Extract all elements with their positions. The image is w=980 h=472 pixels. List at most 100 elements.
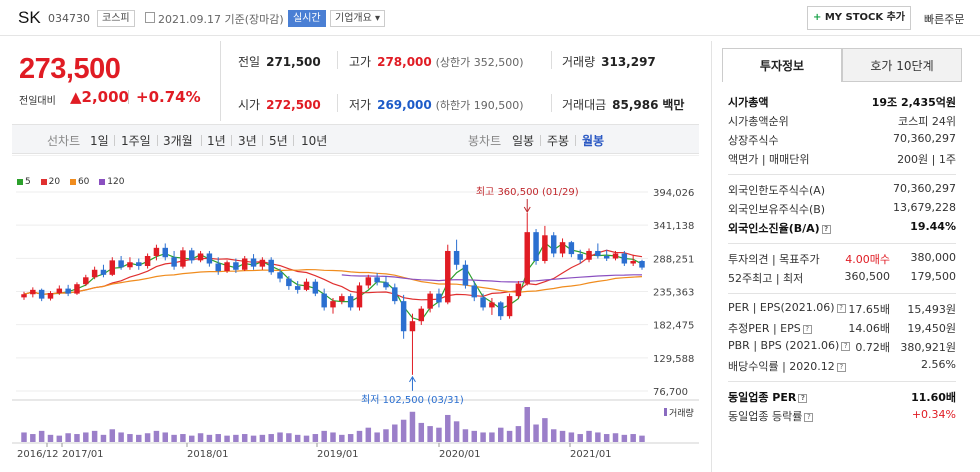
candle-body (83, 277, 89, 285)
info-key: 시가총액순위 (728, 115, 789, 128)
candle-body (595, 250, 601, 256)
divider (551, 51, 552, 69)
volume-bar (347, 434, 354, 442)
company-info-dropdown[interactable]: 기업개요 ▾ (330, 10, 385, 27)
price-stats: 전일 271,500 고가 278,000 (상한가 352,500) 거래량 313… (221, 41, 699, 121)
period-1y[interactable]: 1년 (207, 134, 226, 148)
volume-bar (65, 433, 71, 442)
volume-bar (400, 419, 407, 442)
x-tick-label: 2020/01 (439, 449, 481, 460)
help-icon[interactable]: ? (802, 324, 812, 334)
lower-limit: (하한가 190,500) (435, 99, 524, 112)
candle-body (630, 260, 636, 264)
legend-swatch (17, 178, 23, 185)
tab-order-book[interactable]: 호가 10단계 (842, 48, 962, 82)
volume-bar (383, 429, 389, 442)
candle-body (206, 253, 213, 264)
candle-body (621, 253, 628, 264)
info-value: 코스피 24위 (898, 115, 956, 128)
candle-body (506, 296, 513, 317)
candle-body (533, 232, 539, 261)
divider (293, 135, 294, 146)
quick-order-link[interactable]: 빠른주문 (924, 13, 965, 26)
volume-bar (153, 430, 160, 442)
ma20-line (23, 249, 643, 301)
candle-monthly[interactable]: 월봉 (582, 134, 605, 148)
candle-body (109, 260, 116, 275)
candle-body (559, 242, 566, 254)
info-value: 19.44% (910, 220, 956, 233)
candle-body (471, 285, 477, 298)
volume-bar (118, 432, 124, 442)
period-3m[interactable]: 3개월 (163, 134, 193, 148)
candle-body (100, 269, 107, 275)
divider (540, 135, 541, 146)
volume-bar (577, 434, 583, 442)
line-chart-label: 선차트 (47, 134, 81, 148)
candle-body (639, 260, 645, 268)
candle-chart-label: 봉차트 (468, 134, 502, 148)
info-value-secondary: 19,450원 (907, 322, 956, 335)
volume-bar (136, 434, 142, 442)
info-value: 2.56% (921, 358, 956, 371)
info-row-e-1: 동일업종 등락률? +0.34% (728, 408, 956, 424)
period-3y[interactable]: 3년 (238, 134, 257, 148)
stat-value: 269,000 (377, 98, 432, 112)
candle-body (436, 293, 442, 303)
period-1w[interactable]: 1주일 (121, 134, 151, 148)
divider (728, 293, 956, 294)
info-value-secondary: 380,921원 (900, 341, 956, 354)
amount-unit: 백만 (662, 98, 685, 112)
help-icon[interactable]: ? (821, 224, 831, 234)
help-icon[interactable]: ? (798, 393, 808, 403)
period-5y[interactable]: 5년 (269, 134, 288, 148)
help-icon[interactable]: ? (836, 362, 846, 372)
volume-bar (436, 427, 442, 442)
candle-body (312, 281, 319, 294)
candle-body (162, 247, 168, 258)
add-mystock-button[interactable]: + MY STOCK 추가 (807, 6, 911, 30)
volume-bar (533, 424, 539, 442)
stock-code: 034730 (48, 12, 90, 25)
live-badge[interactable]: 실시간 (288, 10, 326, 27)
candle-body (400, 301, 407, 332)
info-key: 외국인보유주식수(B) (728, 203, 826, 216)
period-1d[interactable]: 1일 (90, 134, 109, 148)
stock-chart[interactable]: 394,026 341,138 288,251 235,363 182,475 129,5… (12, 155, 699, 472)
info-value-primary: 17.65배 (848, 303, 890, 316)
info-row-e-0: 동일업종 PER? 11.60배 (728, 389, 956, 405)
candle-body (74, 284, 80, 294)
info-value-secondary: 380,000 (910, 251, 957, 264)
candle-weekly[interactable]: 주봉 (547, 134, 570, 148)
volume-bar (392, 424, 398, 442)
help-icon[interactable]: ? (841, 341, 851, 351)
info-row-a-1: 시가총액순위 코스피 24위 (728, 113, 956, 129)
divider (728, 381, 956, 382)
help-icon[interactable]: ? (836, 303, 846, 313)
tab-investment-info[interactable]: 투자정보 (722, 48, 842, 82)
candle-body (224, 262, 230, 272)
y-tick-label: 394,026 (653, 188, 694, 199)
candle-body (347, 296, 354, 308)
candle-daily[interactable]: 일봉 (512, 134, 535, 148)
stat-value: 271,500 (266, 55, 321, 69)
volume-bar (595, 432, 601, 442)
volume-bar (250, 435, 257, 442)
volume-bar (312, 434, 319, 442)
volume-bar (56, 435, 63, 442)
info-row-b-2: 외국인소진율(B/A)? 19.44% (728, 220, 956, 236)
candle-body (189, 250, 195, 261)
candle-body (47, 292, 54, 299)
help-icon[interactable]: ? (804, 412, 814, 422)
x-tick-label: 2017/01 (62, 449, 104, 460)
volume-bar (206, 434, 213, 442)
info-value: 19조 2,435억원 (871, 96, 956, 109)
period-10y[interactable]: 10년 (301, 134, 328, 148)
ma120-line (341, 274, 643, 283)
price-summary: 273,500 전일대비 ▲2,000 +0.74% (12, 41, 221, 121)
volume-bar (321, 430, 327, 442)
stat-label: 고가 (349, 55, 372, 69)
info-key: 시가총액 (728, 96, 769, 109)
candle-body (339, 296, 345, 302)
